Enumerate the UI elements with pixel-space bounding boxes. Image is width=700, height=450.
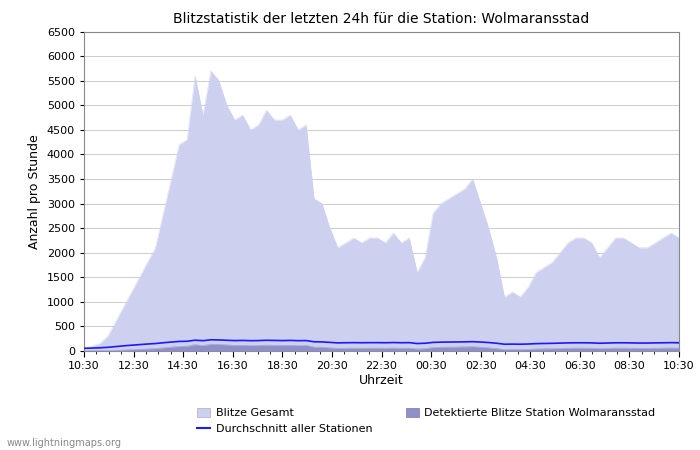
Y-axis label: Anzahl pro Stunde: Anzahl pro Stunde bbox=[28, 134, 41, 248]
X-axis label: Uhrzeit: Uhrzeit bbox=[359, 374, 404, 387]
Legend: Blitze Gesamt, Durchschnitt aller Stationen, Detektierte Blitze Station Wolmaran: Blitze Gesamt, Durchschnitt aller Statio… bbox=[197, 408, 655, 434]
Text: www.lightningmaps.org: www.lightningmaps.org bbox=[7, 438, 122, 448]
Title: Blitzstatistik der letzten 24h für die Station: Wolmaransstad: Blitzstatistik der letzten 24h für die S… bbox=[174, 12, 589, 26]
